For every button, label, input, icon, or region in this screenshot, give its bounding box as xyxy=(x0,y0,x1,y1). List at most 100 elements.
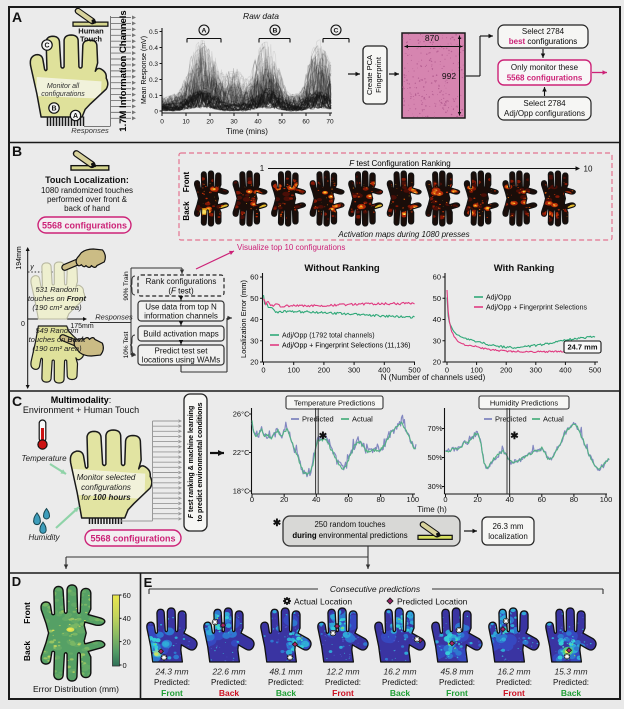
svg-text:10: 10 xyxy=(182,119,190,126)
svg-text:Touch: Touch xyxy=(80,35,102,44)
svg-text:60: 60 xyxy=(433,273,441,282)
svg-text:for 100 hours: for 100 hours xyxy=(81,493,131,502)
svg-text:1080 randomized touches: 1080 randomized touches xyxy=(41,186,133,195)
svg-text:80: 80 xyxy=(376,495,384,504)
svg-text:Select 2784: Select 2784 xyxy=(523,99,566,108)
svg-text:Touch Localization:: Touch Localization: xyxy=(45,175,129,185)
svg-text:22°C: 22°C xyxy=(233,448,250,457)
svg-text:Fingerprint: Fingerprint xyxy=(374,56,383,93)
svg-text:Multimodality:: Multimodality: xyxy=(51,395,112,405)
svg-text:5568 configurations: 5568 configurations xyxy=(90,534,175,544)
svg-text:✱: ✱ xyxy=(510,431,519,442)
svg-text:C: C xyxy=(334,28,339,35)
svg-text:A: A xyxy=(73,113,78,120)
svg-text:Monitor selected: Monitor selected xyxy=(77,473,136,482)
svg-text:Humidity: Humidity xyxy=(28,533,60,542)
svg-text:Adj/Opp: Adj/Opp xyxy=(486,295,511,302)
svg-text:194mm: 194mm xyxy=(16,246,23,270)
svg-text:45.8 mm: 45.8 mm xyxy=(440,667,473,677)
svg-text:500: 500 xyxy=(589,366,602,375)
svg-text:Time (h): Time (h) xyxy=(417,505,447,514)
svg-text:30%: 30% xyxy=(427,482,442,491)
svg-text:30: 30 xyxy=(250,336,258,345)
svg-text:C: C xyxy=(44,43,49,50)
svg-text:0.3: 0.3 xyxy=(149,61,158,68)
svg-text:16.2 mm: 16.2 mm xyxy=(497,667,530,677)
svg-text:200: 200 xyxy=(318,366,331,375)
svg-text:Back: Back xyxy=(219,688,240,698)
svg-text:80: 80 xyxy=(570,495,578,504)
svg-text:Adj/Opp + Fingerprint Selectio: Adj/Opp + Fingerprint Selections (11,136… xyxy=(282,343,410,350)
svg-text:26.3 mm: 26.3 mm xyxy=(492,522,523,531)
svg-text:best configurations: best configurations xyxy=(509,37,577,46)
svg-text:Predicted:: Predicted: xyxy=(325,678,361,687)
svg-text:Environment + Human Touch: Environment + Human Touch xyxy=(23,405,139,415)
svg-text:531 Random: 531 Random xyxy=(36,285,79,294)
svg-text:Monitor all: Monitor all xyxy=(47,83,80,90)
svg-text:F test Configuration Ranking: F test Configuration Ranking xyxy=(349,159,450,168)
svg-text:Without Ranking: Without Ranking xyxy=(304,263,380,274)
svg-text:Predict test set: Predict test set xyxy=(155,347,209,356)
svg-text:Visualize top 10 configuration: Visualize top 10 configurations xyxy=(237,243,345,252)
svg-text:(190 cm² area): (190 cm² area) xyxy=(32,303,82,312)
svg-text:0: 0 xyxy=(123,661,127,670)
svg-text:40: 40 xyxy=(312,495,320,504)
svg-text:60: 60 xyxy=(344,495,352,504)
svg-text:70%: 70% xyxy=(427,424,442,433)
svg-text:Predicted: Predicted xyxy=(495,415,527,424)
svg-text:60: 60 xyxy=(123,591,131,600)
svg-text:20: 20 xyxy=(206,119,214,126)
svg-text:15.3 mm: 15.3 mm xyxy=(554,667,587,677)
svg-text:touches on Front: touches on Front xyxy=(28,294,86,303)
svg-text:20: 20 xyxy=(250,358,258,367)
svg-text:Back: Back xyxy=(22,641,32,662)
svg-text:400: 400 xyxy=(559,366,572,375)
svg-text:Adj/Opp + Fingerprint Selectio: Adj/Opp + Fingerprint Selections xyxy=(486,305,587,312)
svg-text:18°C: 18°C xyxy=(233,487,250,496)
svg-text:N (Number of channels used): N (Number of channels used) xyxy=(381,373,486,382)
svg-text:Back: Back xyxy=(561,688,582,698)
svg-text:Time (mins): Time (mins) xyxy=(226,127,268,136)
svg-text:Predicted:: Predicted: xyxy=(382,678,418,687)
svg-text:Predicted:: Predicted: xyxy=(553,678,589,687)
svg-text:5568 configurations: 5568 configurations xyxy=(42,221,127,231)
svg-text:60: 60 xyxy=(250,273,258,282)
svg-text:A: A xyxy=(202,28,207,35)
svg-text:touches on Back: touches on Back xyxy=(29,335,87,344)
svg-text:0: 0 xyxy=(261,366,265,375)
svg-text:B: B xyxy=(12,143,22,159)
svg-text:Raw data: Raw data xyxy=(243,11,279,21)
svg-text:Adj/Opp configurations: Adj/Opp configurations xyxy=(504,109,585,118)
svg-text:Adj/Opp (1792 total channels): Adj/Opp (1792 total channels) xyxy=(282,333,375,340)
svg-text:Create PCA: Create PCA xyxy=(365,55,374,95)
svg-text:F test ranking & machine learn: F test ranking & machine learning xyxy=(188,406,195,518)
svg-text:Front: Front xyxy=(446,688,468,698)
svg-text:Back: Back xyxy=(276,688,297,698)
svg-text:Localization Error (mm): Localization Error (mm) xyxy=(239,280,248,358)
svg-text:0.4: 0.4 xyxy=(149,45,158,52)
svg-text:30: 30 xyxy=(433,336,441,345)
svg-text:Actual Location: Actual Location xyxy=(294,597,352,607)
svg-text:40: 40 xyxy=(250,315,258,324)
svg-text:information channels: information channels xyxy=(144,312,218,321)
svg-text:Temperature: Temperature xyxy=(21,454,67,463)
svg-text:0: 0 xyxy=(250,495,254,504)
svg-text:20: 20 xyxy=(473,495,481,504)
svg-text:50%: 50% xyxy=(427,453,442,462)
svg-text:250 random touches: 250 random touches xyxy=(314,520,385,529)
svg-text:50: 50 xyxy=(278,119,286,126)
svg-text:y: y xyxy=(29,264,34,271)
svg-text:Mean Response (mV): Mean Response (mV) xyxy=(141,36,148,104)
svg-text:0: 0 xyxy=(154,109,158,116)
svg-text:Activation maps during 1080 pr: Activation maps during 1080 presses xyxy=(337,230,469,239)
svg-text:870: 870 xyxy=(425,33,439,43)
svg-text:300: 300 xyxy=(348,366,361,375)
svg-text:Predicted Location: Predicted Location xyxy=(397,597,468,607)
svg-text:40: 40 xyxy=(123,614,131,623)
svg-text:20: 20 xyxy=(123,637,131,646)
svg-text:A: A xyxy=(12,9,22,25)
svg-text:(190 cm² area): (190 cm² area) xyxy=(32,344,82,353)
svg-text:992: 992 xyxy=(442,71,456,81)
svg-text:Front: Front xyxy=(182,171,191,192)
svg-text:Responses: Responses xyxy=(71,126,109,135)
